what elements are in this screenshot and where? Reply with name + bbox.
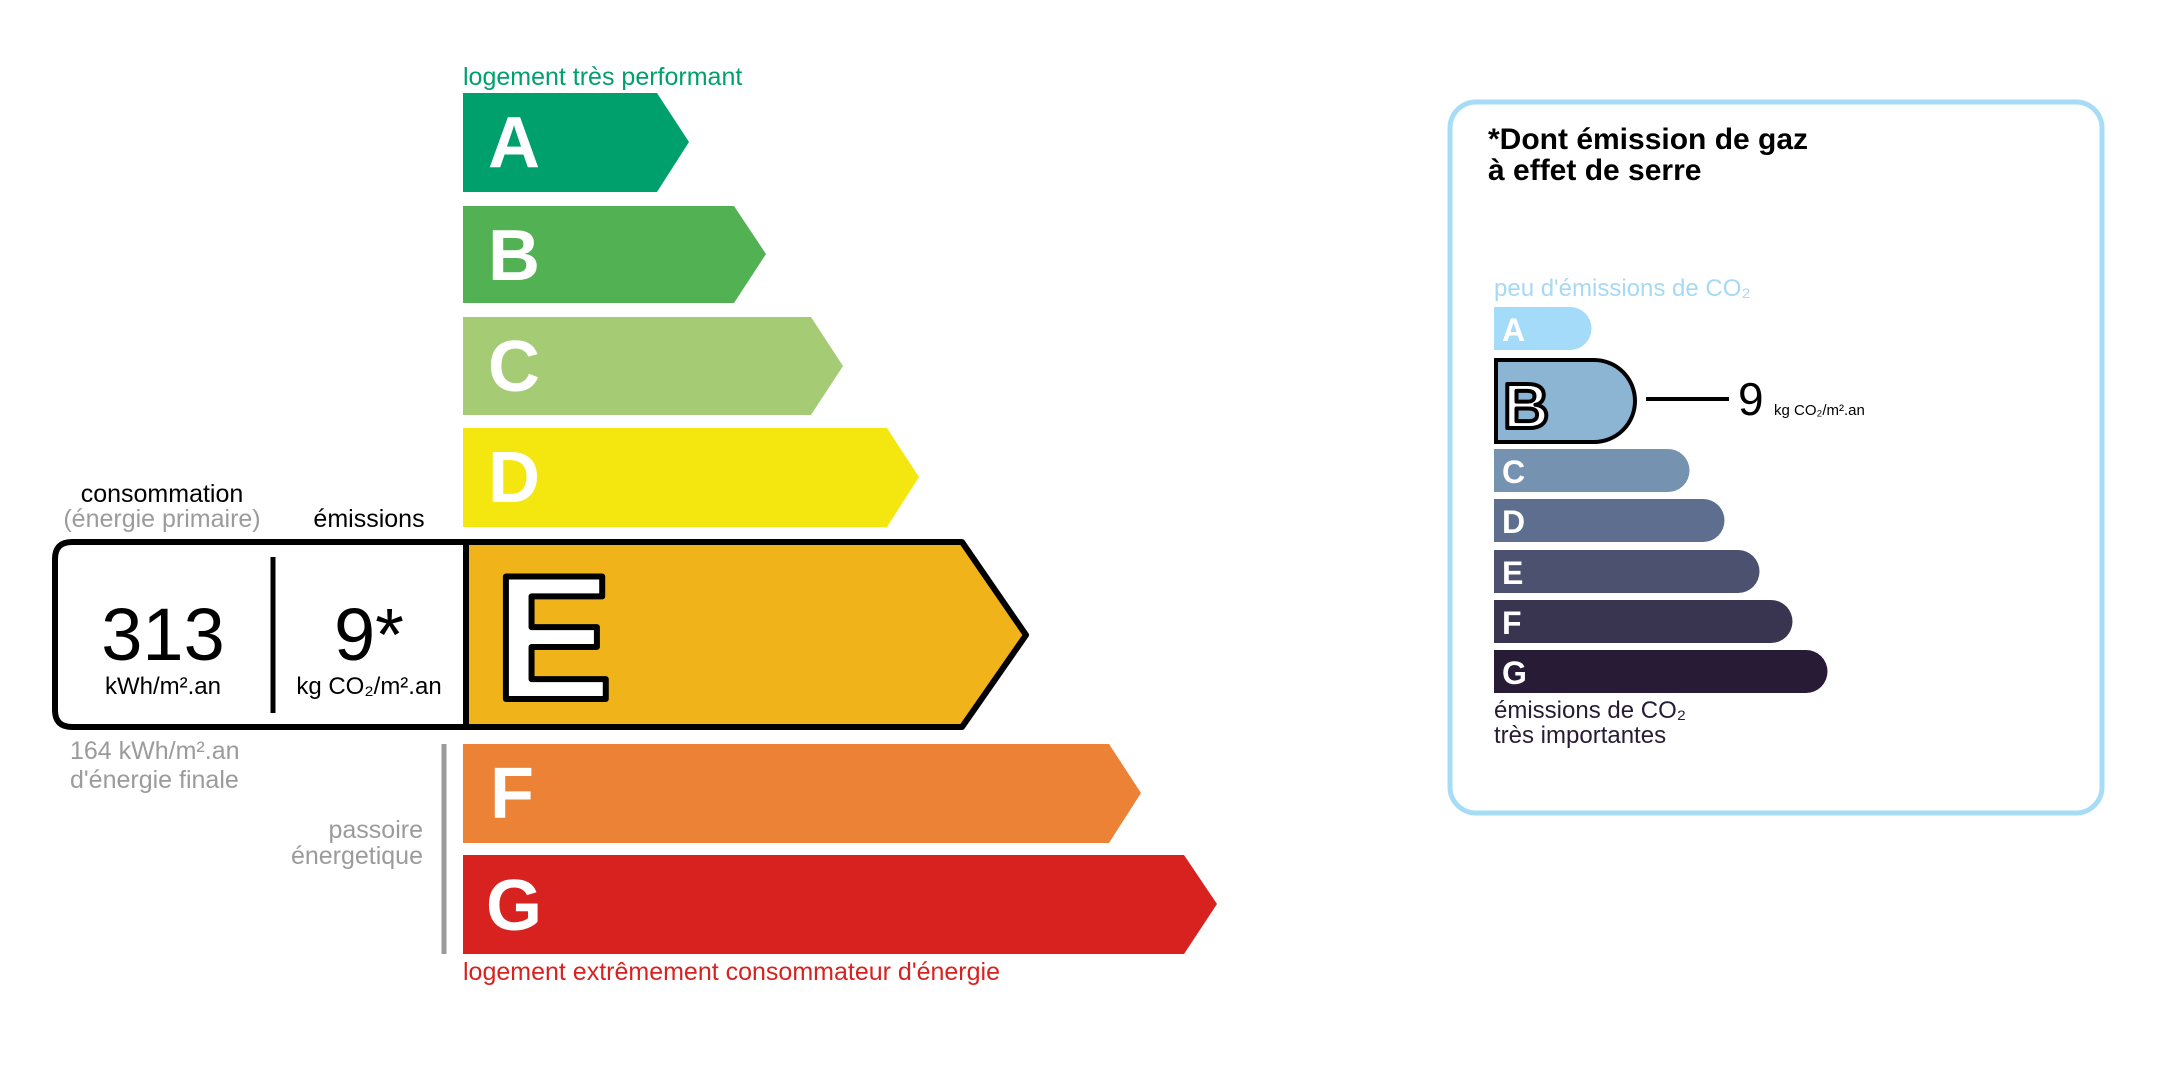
energy-bar-a: A xyxy=(463,93,689,192)
class-letter: G xyxy=(486,866,542,946)
current-class-letter: B xyxy=(1503,370,1549,442)
ges-value: 9 xyxy=(1738,373,1764,425)
final-energy-value: 164 kWh/m².an xyxy=(70,737,240,765)
class-letter: C xyxy=(1502,454,1525,490)
energy-bar-f: F xyxy=(463,744,1141,843)
class-letter: B xyxy=(488,216,540,296)
emissions-value: 9* xyxy=(334,593,404,676)
ges-top-label: peu d'émissions de CO₂ xyxy=(1494,275,1751,302)
class-letter: D xyxy=(1502,504,1525,540)
consumption-value: 313 xyxy=(101,593,224,676)
top-label: logement très performant xyxy=(463,63,742,91)
energy-bar-c: C xyxy=(463,317,843,415)
class-letter: C xyxy=(488,327,540,407)
ges-bar-c: C xyxy=(1494,449,1690,492)
consumption-sublabel: (énergie primaire) xyxy=(63,505,260,533)
consumption-unit: kWh/m².an xyxy=(105,673,221,700)
ges-bar-d: D xyxy=(1494,499,1725,542)
energy-bar-d: D xyxy=(463,428,919,527)
ges-bar-f: F xyxy=(1494,600,1793,643)
bottom-label: logement extrêmement consommateur d'éner… xyxy=(463,958,1000,986)
ges-bar-g: G xyxy=(1494,650,1828,693)
emissions-unit: kg CO₂/m².an xyxy=(296,673,441,700)
current-class-letter: E xyxy=(494,538,613,737)
class-letter: E xyxy=(1502,555,1523,591)
energy-bar-g: G xyxy=(463,855,1217,954)
class-letter: A xyxy=(1502,312,1525,348)
passoire-label-2: énergetique xyxy=(291,842,423,870)
passoire-label: passoire xyxy=(329,816,424,844)
class-letter: G xyxy=(1502,655,1527,691)
consumption-label: consommation xyxy=(81,480,244,508)
class-letter: D xyxy=(488,438,540,518)
energy-current-box: E 313 kWh/m².an 9* kg CO₂/m².an xyxy=(52,535,1029,740)
ges-unit: kg CO₂/m².an xyxy=(1774,402,1865,419)
final-energy-label: d'énergie finale xyxy=(70,766,239,794)
ges-panel: *Dont émission de gaz à effet de serre p… xyxy=(1447,99,2105,816)
ges-bar-a: A xyxy=(1494,307,1592,350)
emissions-label: émissions xyxy=(313,505,424,533)
ges-bar-b-current: B xyxy=(1494,358,1637,444)
ges-title: *Dont émission de gaz xyxy=(1488,123,1808,156)
energy-bar-b: B xyxy=(463,206,766,303)
energy-bar-e xyxy=(463,539,1029,730)
ges-bottom-label-2: très importantes xyxy=(1494,722,1666,749)
ges-title-2: à effet de serre xyxy=(1488,154,1701,187)
class-letter: F xyxy=(1502,605,1522,641)
class-letter: F xyxy=(490,754,534,834)
ges-bar-e: E xyxy=(1494,550,1760,593)
class-letter: A xyxy=(488,103,540,183)
ges-bottom-label: émissions de CO₂ xyxy=(1494,697,1686,724)
